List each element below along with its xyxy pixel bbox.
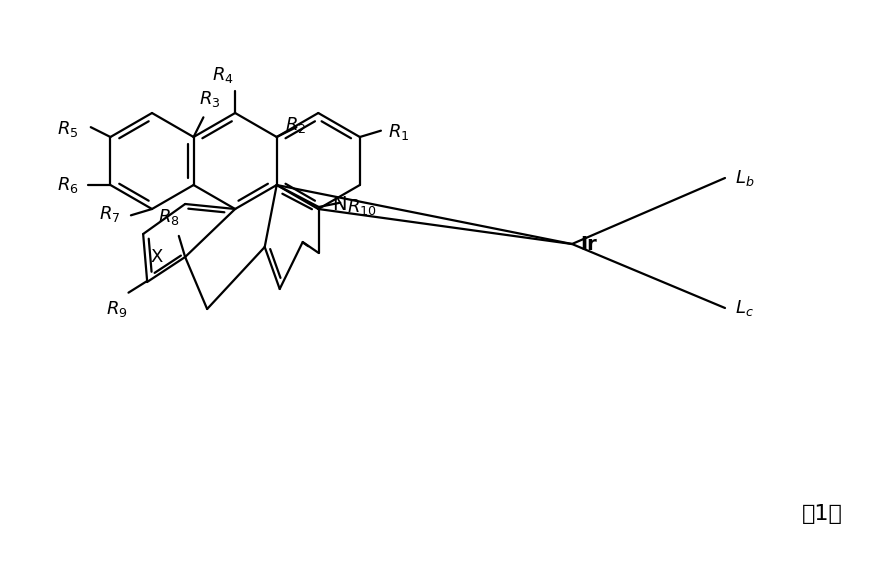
Text: $R_{9}$: $R_{9}$ [105,299,127,319]
Text: $L_b$: $L_b$ [735,168,754,188]
Text: X: X [150,248,163,266]
Text: $R_{4}$: $R_{4}$ [212,65,234,85]
Text: N: N [332,195,347,213]
Text: $R_{7}$: $R_{7}$ [98,204,120,224]
Text: Ir: Ir [580,234,597,254]
Text: $R_{3}$: $R_{3}$ [199,89,220,109]
Text: $R_{1}$: $R_{1}$ [388,122,409,142]
Text: （1）: （1） [801,504,842,524]
Text: $R_{2}$: $R_{2}$ [285,115,306,135]
Text: $L_c$: $L_c$ [735,298,753,318]
Text: $R_{10}$: $R_{10}$ [347,197,376,217]
Text: $R_{6}$: $R_{6}$ [56,175,78,195]
Text: $R_{8}$: $R_{8}$ [158,207,180,227]
Text: $R_{5}$: $R_{5}$ [57,119,78,139]
